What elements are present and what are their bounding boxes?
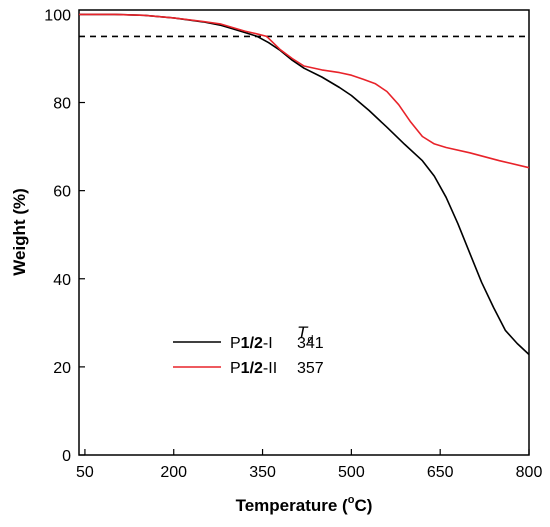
legend: Td P1/2-I 341 P1/2-II 357 bbox=[173, 323, 324, 377]
x-tick-label: 350 bbox=[249, 464, 276, 481]
x-tick-label: 650 bbox=[427, 464, 454, 481]
plot-frame bbox=[78, 9, 530, 456]
y-axis-title: Weight (%) bbox=[10, 188, 29, 276]
x-axis-title: Temperature (oC) bbox=[236, 494, 373, 515]
x-tick-label: 50 bbox=[76, 464, 94, 481]
x-tick-label: 800 bbox=[516, 464, 543, 481]
x-tick-label: 500 bbox=[338, 464, 365, 481]
series-line-1 bbox=[79, 13, 530, 356]
y-tick-label: 20 bbox=[53, 360, 71, 377]
y-tick-label: 0 bbox=[62, 448, 71, 465]
y-tick-label: 80 bbox=[53, 96, 71, 113]
x-tick-labels: 50 200 350 500 650 800 bbox=[76, 464, 542, 481]
legend-td-value-series-2: 357 bbox=[297, 360, 324, 377]
data-series bbox=[79, 13, 530, 356]
y-tick-label: 100 bbox=[44, 7, 71, 24]
series-line-2 bbox=[79, 13, 530, 169]
legend-label-series-2: P1/2-II bbox=[230, 360, 277, 377]
y-tick-label: 40 bbox=[53, 272, 71, 289]
y-tick-labels: 0 20 40 60 80 100 bbox=[44, 7, 71, 465]
legend-td-value-series-1: 341 bbox=[297, 335, 324, 352]
legend-label-series-1: P1/2-I bbox=[230, 335, 273, 352]
x-tick-label: 200 bbox=[160, 464, 187, 481]
y-tick-label: 60 bbox=[53, 184, 71, 201]
legend-td-header: Td bbox=[297, 323, 314, 346]
